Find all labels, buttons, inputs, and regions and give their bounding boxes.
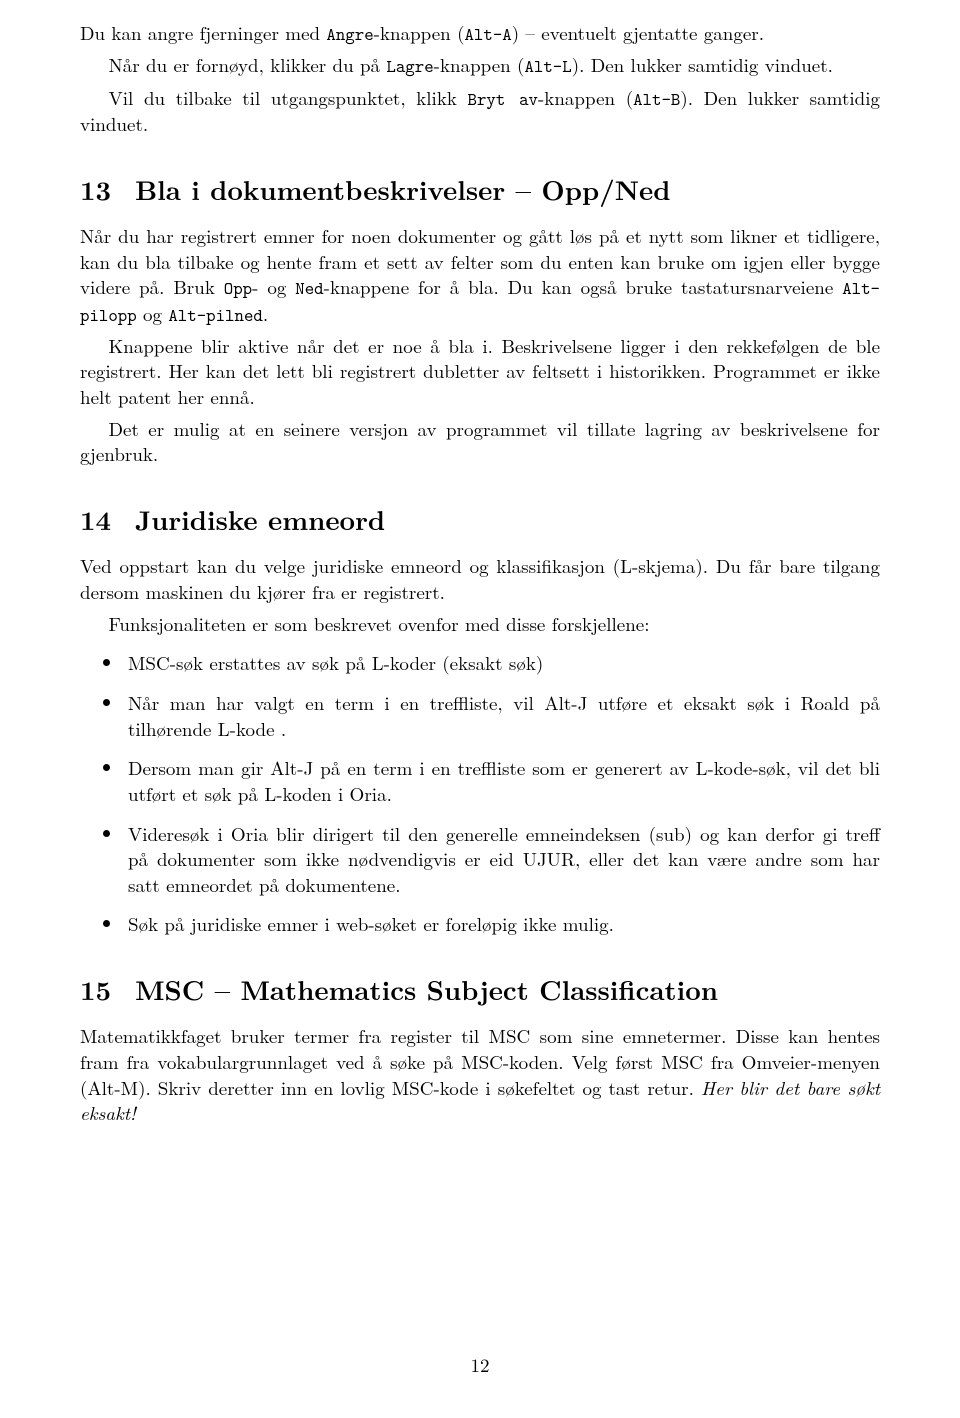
code-alt-b: Alt-B bbox=[633, 87, 680, 111]
section-number: 15 bbox=[80, 973, 111, 1005]
code-bryt-av: Bryt av bbox=[468, 87, 538, 111]
code-alt-a: Alt-A bbox=[464, 22, 511, 46]
sec14-bullet-list: MSC-søk erstattes av søk på L-koder (eks… bbox=[80, 650, 880, 937]
text: Når du er fornøyd, klikker du på bbox=[109, 51, 387, 78]
text: og bbox=[137, 300, 169, 327]
section-15-heading: 15MSC – Mathematics Subject Classificati… bbox=[80, 973, 880, 1005]
list-item: MSC-søk erstattes av søk på L-koder (eks… bbox=[124, 650, 880, 676]
sec14-para-1: Ved oppstart kan du velge juridiske emne… bbox=[80, 553, 880, 604]
document-page: Du kan angre fjerninger med Angre-knappe… bbox=[0, 0, 960, 1418]
text: Vil du tilbake til utgangspunktet, klikk bbox=[109, 84, 468, 111]
code-lagre: Lagre bbox=[386, 54, 433, 78]
text: -knappen ( bbox=[538, 84, 633, 111]
section-number: 14 bbox=[80, 503, 111, 535]
sec14-para-2: Funksjonaliteten er som beskrevet ovenfo… bbox=[80, 611, 880, 637]
list-item: Søk på juridiske emner i web-søket er fo… bbox=[124, 911, 880, 937]
code-angre: Angre bbox=[326, 22, 373, 46]
text: -knappen ( bbox=[374, 19, 465, 46]
sec13-para-1: Når du har registrert emner for noen dok… bbox=[80, 223, 880, 327]
page-number: 12 bbox=[0, 1351, 960, 1378]
code-ned: Ned bbox=[295, 276, 323, 300]
section-14-heading: 14Juridiske emneord bbox=[80, 503, 880, 535]
code-alt-pilned: Alt-pilned bbox=[168, 303, 263, 327]
section-title: Bla i dokumentbeskrivelser – Opp/Ned bbox=[135, 169, 670, 208]
list-item: Dersom man gir Alt-J på en term i en tre… bbox=[124, 755, 880, 806]
text: -knappene for å bla. Du kan også bruke t… bbox=[324, 273, 843, 300]
list-item: Når man har valgt en term i en trefflist… bbox=[124, 690, 880, 741]
code-opp: Opp bbox=[224, 276, 252, 300]
code-alt-l: Alt-L bbox=[524, 54, 571, 78]
section-title: MSC – Mathematics Subject Classification bbox=[135, 969, 718, 1008]
text: ). Den lukker samtidig vinduet. bbox=[572, 51, 833, 78]
section-number: 13 bbox=[80, 173, 111, 205]
text: . bbox=[263, 300, 268, 327]
text: - og bbox=[252, 273, 295, 300]
section-13-heading: 13Bla i dokumentbeskrivelser – Opp/Ned bbox=[80, 173, 880, 205]
text: Du kan angre fjerninger med bbox=[80, 19, 326, 46]
sec15-para-1: Matematikkfaget bruker termer fra regist… bbox=[80, 1023, 880, 1126]
intro-para-2: Når du er fornøyd, klikker du på Lagre-k… bbox=[80, 52, 880, 78]
sec13-para-3: Det er mulig at en seinere versjon av pr… bbox=[80, 416, 880, 467]
intro-para-1: Du kan angre fjerninger med Angre-knappe… bbox=[80, 20, 880, 46]
text: ) – eventuelt gjentatte ganger. bbox=[512, 19, 764, 46]
sec13-para-2: Knappene blir aktive når det er noe å bl… bbox=[80, 333, 880, 410]
intro-para-3: Vil du tilbake til utgangspunktet, klikk… bbox=[80, 85, 880, 137]
text: -knappen ( bbox=[434, 51, 525, 78]
section-title: Juridiske emneord bbox=[135, 499, 385, 538]
list-item: Videresøk i Oria blir dirigert til den g… bbox=[124, 821, 880, 898]
